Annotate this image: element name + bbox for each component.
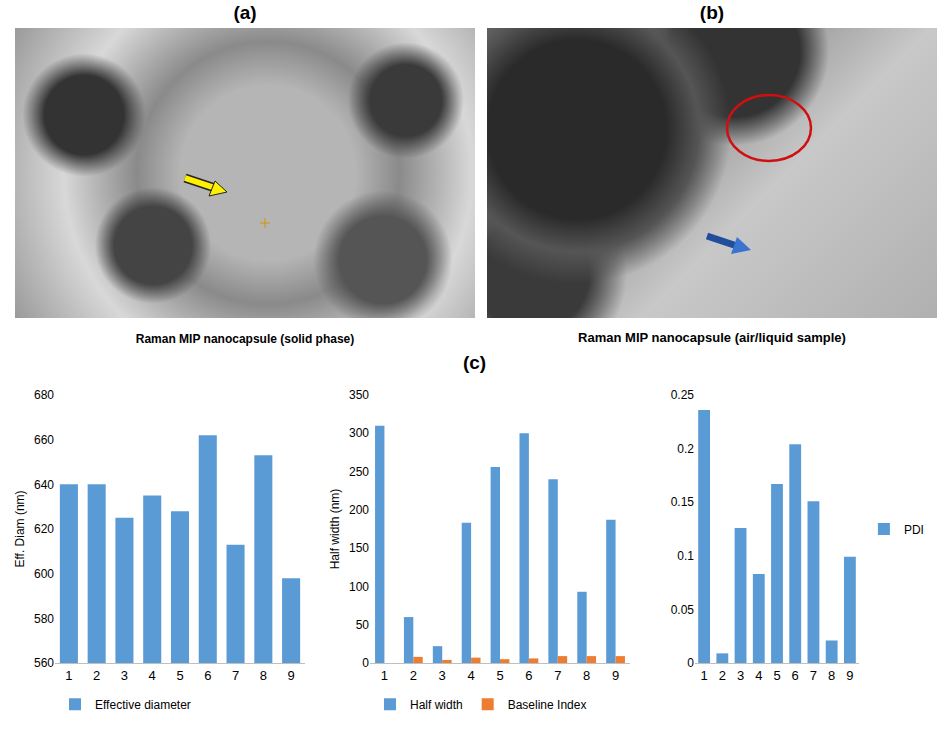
svg-text:5: 5	[176, 668, 183, 683]
svg-text:1: 1	[65, 668, 72, 683]
svg-text:Eff. Diam (nm): Eff. Diam (nm)	[13, 490, 27, 567]
svg-text:600: 600	[34, 567, 54, 581]
svg-text:1: 1	[700, 668, 707, 683]
svg-text:0.1: 0.1	[677, 549, 694, 563]
html-text:(a): (a)	[233, 2, 257, 23]
svg-text:9: 9	[287, 668, 294, 683]
svg-text:8: 8	[828, 668, 835, 683]
svg-text:0.15: 0.15	[671, 495, 695, 509]
html-text:Raman MIP nanocapsule (solid p: Raman MIP nanocapsule (solid phase)	[135, 332, 355, 346]
svg-text:7: 7	[232, 668, 239, 683]
svg-text:680: 680	[34, 388, 54, 402]
svg-text:50: 50	[356, 618, 370, 632]
svg-text:Half width: Half width	[410, 698, 463, 712]
html-text:Raman MIP nanocapsule (air/liq: Raman MIP nanocapsule (air/liquid sample…	[578, 330, 846, 345]
svg-text:8: 8	[583, 668, 590, 683]
svg-text:620: 620	[34, 522, 54, 536]
svg-text:2: 2	[719, 668, 726, 683]
svg-text:5: 5	[496, 668, 503, 683]
svg-text:0: 0	[687, 656, 694, 670]
svg-text:3: 3	[737, 668, 744, 683]
svg-text:6: 6	[792, 668, 799, 683]
svg-text:100: 100	[349, 580, 369, 594]
html-text:(b): (b)	[699, 2, 725, 23]
svg-text:2: 2	[93, 668, 100, 683]
svg-text:250: 250	[349, 465, 369, 479]
svg-text:8: 8	[260, 668, 267, 683]
svg-text:640: 640	[34, 478, 54, 492]
svg-text:4: 4	[755, 668, 762, 683]
svg-text:0.2: 0.2	[677, 442, 694, 456]
svg-text:580: 580	[34, 612, 54, 626]
svg-text:7: 7	[810, 668, 817, 683]
html-text:(c): (c)	[462, 352, 487, 373]
svg-text:300: 300	[349, 426, 369, 440]
svg-text:150: 150	[349, 541, 369, 555]
svg-text:0.05: 0.05	[671, 603, 695, 617]
svg-text:6: 6	[525, 668, 532, 683]
svg-text:350: 350	[349, 388, 369, 402]
svg-text:5: 5	[773, 668, 780, 683]
svg-text:0: 0	[362, 656, 369, 670]
svg-text:PDI: PDI	[904, 523, 924, 537]
svg-text:560: 560	[34, 656, 54, 670]
svg-text:660: 660	[34, 433, 54, 447]
svg-text:3: 3	[121, 668, 128, 683]
svg-text:9: 9	[612, 668, 619, 683]
svg-text:4: 4	[149, 668, 156, 683]
svg-text:3: 3	[439, 668, 446, 683]
svg-text:6: 6	[204, 668, 211, 683]
svg-text:Effective diameter: Effective diameter	[95, 698, 191, 712]
svg-text:200: 200	[349, 503, 369, 517]
svg-text:0.25: 0.25	[671, 388, 695, 402]
svg-text:4: 4	[467, 668, 474, 683]
svg-text:1: 1	[381, 668, 388, 683]
svg-text:Half width (nm): Half width (nm)	[328, 489, 342, 570]
svg-text:9: 9	[846, 668, 853, 683]
svg-text:7: 7	[554, 668, 561, 683]
svg-text:Baseline Index: Baseline Index	[508, 698, 587, 712]
svg-text:2: 2	[410, 668, 417, 683]
